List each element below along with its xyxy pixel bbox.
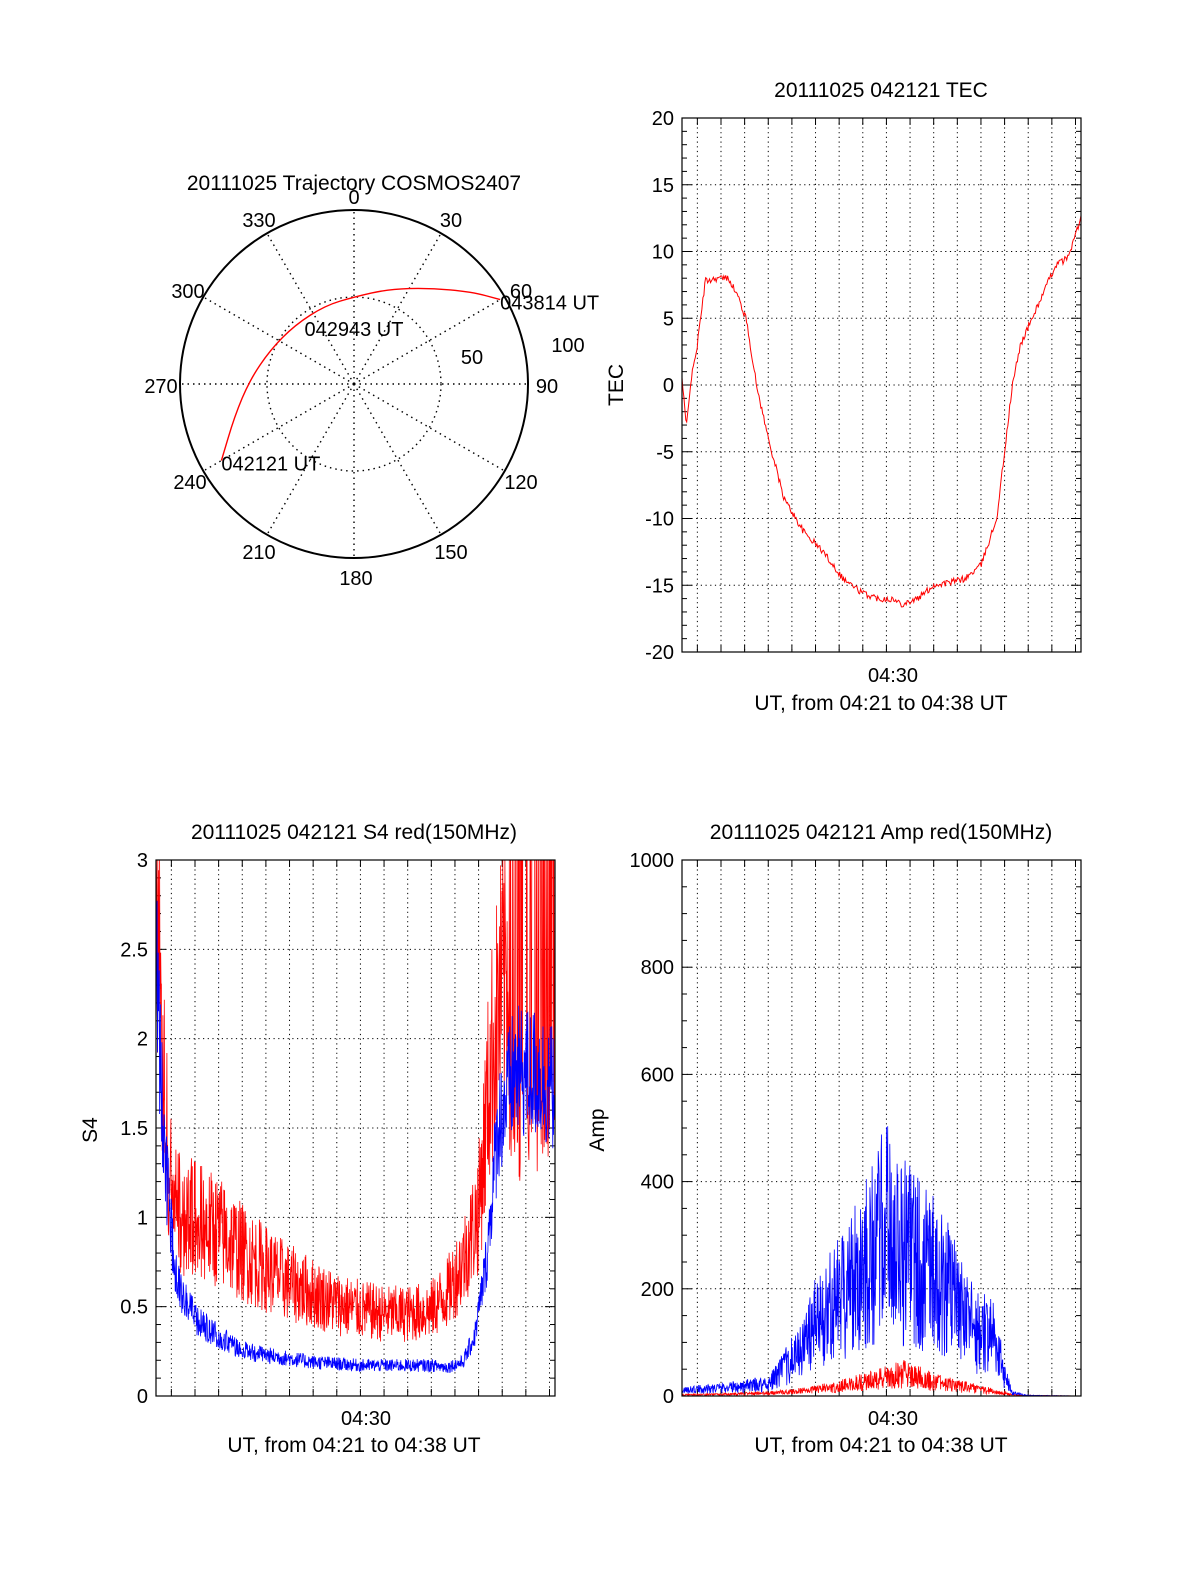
series-line-red bbox=[681, 215, 1082, 608]
s4-y-axis-label: S4 bbox=[79, 1117, 102, 1143]
amp-x-tick-label: 04:30 bbox=[868, 1408, 918, 1430]
amp-y-axis-label: Amp bbox=[586, 1108, 609, 1151]
y-tick-label: 1.5 bbox=[120, 1118, 148, 1140]
trajectory-time-annotations: 042121 UT 042943 UT 043814 UT bbox=[221, 293, 599, 476]
azimuth-label-240: 240 bbox=[173, 472, 206, 494]
y-tick-label: 2 bbox=[137, 1029, 148, 1051]
s4-title: 20111025 042121 S4 red(150MHz) bbox=[191, 821, 517, 844]
azimuth-label-0: 0 bbox=[348, 187, 359, 209]
azimuth-label-60: 60 bbox=[510, 281, 532, 303]
polar-spoke bbox=[202, 383, 355, 472]
plot-frame bbox=[681, 117, 1082, 653]
ring-label-50: 50 bbox=[461, 347, 483, 369]
s4-plot-area: 0 0.5 1 1.5 2 2.5 3 bbox=[120, 850, 556, 1408]
y-tick-label: 0 bbox=[663, 375, 674, 397]
y-tick-label: 1000 bbox=[630, 850, 675, 872]
y-tick-label: -20 bbox=[645, 642, 674, 664]
y-tick-label: 15 bbox=[652, 175, 674, 197]
azimuth-label-300: 300 bbox=[171, 281, 204, 303]
tec-title: 20111025 042121 TEC bbox=[774, 79, 988, 102]
y-tick-label: 400 bbox=[641, 1172, 674, 1194]
y-tick-label: 0 bbox=[137, 1386, 148, 1408]
tec-x-tick-label: 04:30 bbox=[868, 665, 918, 687]
polar-outer-circle bbox=[179, 209, 529, 559]
amp-plot-area: 0 200 400 600 800 1000 bbox=[630, 850, 1082, 1408]
polar-azimuth-labels: 0 30 60 90 120 150 180 210 240 270 300 330 bbox=[144, 187, 558, 590]
ring-label-100: 100 bbox=[551, 335, 584, 357]
trajectory-polar-plot: 20111025 Trajectory COSMOS2407 0 30 60 90 12… bbox=[144, 172, 599, 590]
polar-spoke bbox=[266, 232, 355, 385]
polar-spoke bbox=[353, 383, 506, 472]
y-tick-label: -5 bbox=[656, 442, 674, 464]
y-tick-label: 0 bbox=[663, 1386, 674, 1408]
y-tick-label: 3 bbox=[137, 850, 148, 872]
y-tick-label: 1 bbox=[137, 1207, 148, 1229]
y-tick-label: 2.5 bbox=[120, 939, 148, 961]
trajectory-title: 20111025 Trajectory COSMOS2407 bbox=[187, 172, 521, 195]
azimuth-label-120: 120 bbox=[504, 472, 537, 494]
time-annotation-0: 042121 UT bbox=[221, 454, 320, 476]
y-tick-label: -10 bbox=[645, 509, 674, 531]
y-tick-label: 20 bbox=[652, 108, 674, 130]
y-tick-label: 600 bbox=[641, 1064, 674, 1086]
polar-spoke bbox=[266, 383, 355, 536]
polar-grid bbox=[179, 209, 529, 559]
y-tick-label: 200 bbox=[641, 1279, 674, 1301]
tec-plot-area: -20 -15 -10 -5 0 5 10 15 20 bbox=[645, 108, 1082, 664]
polar-spoke bbox=[353, 232, 442, 385]
polar-spoke bbox=[353, 296, 506, 385]
plot-frame bbox=[681, 859, 1082, 1397]
tec-x-axis-label: UT, from 04:21 to 04:38 UT bbox=[754, 692, 1007, 715]
trajectory-line-0 bbox=[220, 287, 501, 461]
azimuth-label-150: 150 bbox=[434, 542, 467, 564]
y-tick-label: 0.5 bbox=[120, 1297, 148, 1319]
polar-spoke bbox=[202, 296, 355, 385]
azimuth-label-180: 180 bbox=[339, 568, 372, 590]
time-annotation-2: 043814 UT bbox=[500, 293, 599, 315]
azimuth-label-30: 30 bbox=[440, 210, 462, 232]
azimuth-label-270: 270 bbox=[144, 376, 177, 398]
amp-x-axis-label: UT, from 04:21 to 04:38 UT bbox=[754, 1434, 1007, 1457]
time-annotation-1: 042943 UT bbox=[305, 319, 404, 341]
azimuth-label-210: 210 bbox=[242, 542, 275, 564]
azimuth-label-90: 90 bbox=[536, 376, 558, 398]
amp-line-chart: 20111025 042121 Amp red(150MHz) Amp 04:3… bbox=[586, 821, 1082, 1457]
series-line-red bbox=[155, 859, 556, 1342]
s4-line-chart: 20111025 042121 S4 red(150MHz) S4 04:30 … bbox=[79, 821, 556, 1457]
azimuth-label-330: 330 bbox=[242, 210, 275, 232]
polar-ring bbox=[266, 296, 442, 472]
plot-frame bbox=[155, 859, 556, 1397]
y-tick-label: 10 bbox=[652, 242, 674, 264]
y-tick-label: 5 bbox=[663, 308, 674, 330]
amp-title: 20111025 042121 Amp red(150MHz) bbox=[710, 821, 1052, 844]
series-line-blue bbox=[155, 900, 556, 1374]
tec-line-chart: 20111025 042121 TEC TEC 04:30 UT, from 0… bbox=[605, 79, 1082, 715]
series-line-blue bbox=[681, 1126, 1081, 1397]
series-line-red bbox=[681, 1360, 1081, 1398]
trajectory-track bbox=[220, 287, 501, 461]
tec-y-axis-label: TEC bbox=[605, 364, 628, 406]
y-tick-label: 800 bbox=[641, 957, 674, 979]
y-tick-label: -15 bbox=[645, 575, 674, 597]
s4-x-tick-label: 04:30 bbox=[341, 1408, 391, 1430]
s4-x-axis-label: UT, from 04:21 to 04:38 UT bbox=[227, 1434, 480, 1457]
polar-ring-labels: 50 100 bbox=[461, 335, 585, 369]
polar-spoke bbox=[353, 383, 442, 536]
